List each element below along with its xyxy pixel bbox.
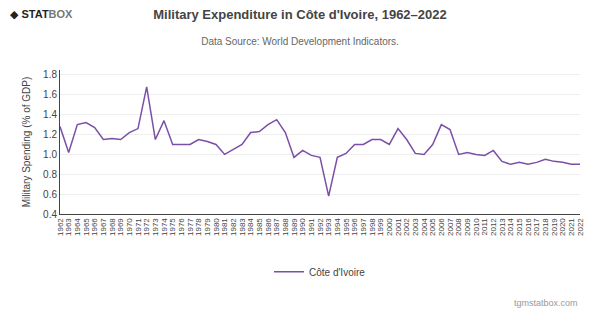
svg-text:Military Expenditure in Côte d: Military Expenditure in Côte d'Ivoire, 1… (153, 7, 447, 22)
svg-text:2022: 2022 (576, 218, 585, 236)
svg-text:1962: 1962 (56, 218, 65, 236)
svg-text:1969: 1969 (116, 218, 125, 236)
svg-text:1966: 1966 (90, 218, 99, 236)
svg-text:2011: 2011 (480, 218, 489, 236)
svg-text:1985: 1985 (255, 218, 264, 236)
svg-text:2021: 2021 (567, 218, 576, 236)
svg-text:1971: 1971 (134, 218, 143, 236)
svg-text:2005: 2005 (428, 218, 437, 236)
svg-text:1973: 1973 (151, 218, 160, 236)
svg-text:Data Source: World Development: Data Source: World Development Indicator… (201, 36, 399, 47)
svg-text:1964: 1964 (73, 218, 82, 236)
svg-text:1967: 1967 (99, 218, 108, 236)
svg-text:1968: 1968 (108, 218, 117, 236)
svg-text:1986: 1986 (264, 218, 273, 236)
svg-text:1.0: 1.0 (43, 149, 57, 160)
svg-text:2017: 2017 (532, 218, 541, 236)
svg-text:2008: 2008 (454, 218, 463, 236)
svg-text:tgmstatbox.com: tgmstatbox.com (514, 298, 578, 308)
svg-text:1.8: 1.8 (43, 69, 57, 80)
svg-text:2015: 2015 (515, 218, 524, 236)
svg-text:1982: 1982 (229, 218, 238, 236)
svg-text:2009: 2009 (463, 218, 472, 236)
svg-text:1995: 1995 (342, 218, 351, 236)
svg-text:1984: 1984 (246, 218, 255, 236)
svg-text:1978: 1978 (194, 218, 203, 236)
svg-text:1981: 1981 (220, 218, 229, 236)
svg-text:2006: 2006 (437, 218, 446, 236)
svg-text:Côte d'Ivoire: Côte d'Ivoire (309, 267, 365, 278)
svg-text:1976: 1976 (177, 218, 186, 236)
svg-text:2010: 2010 (472, 218, 481, 236)
svg-text:1974: 1974 (160, 218, 169, 236)
svg-text:1983: 1983 (238, 218, 247, 236)
svg-text:2012: 2012 (489, 218, 498, 236)
svg-text:0.6: 0.6 (43, 189, 57, 200)
svg-text:1993: 1993 (324, 218, 333, 236)
svg-text:2003: 2003 (411, 218, 420, 236)
svg-text:1999: 1999 (376, 218, 385, 236)
svg-text:1.6: 1.6 (43, 89, 57, 100)
svg-text:2014: 2014 (506, 218, 515, 236)
svg-text:◆ STATBOX: ◆ STATBOX (10, 8, 73, 20)
svg-text:2013: 2013 (498, 218, 507, 236)
svg-text:0.8: 0.8 (43, 169, 57, 180)
svg-text:1992: 1992 (316, 218, 325, 236)
svg-text:2020: 2020 (558, 218, 567, 236)
svg-text:1.2: 1.2 (43, 129, 57, 140)
svg-text:1998: 1998 (368, 218, 377, 236)
svg-text:2016: 2016 (524, 218, 533, 236)
svg-text:1975: 1975 (168, 218, 177, 236)
svg-text:1970: 1970 (125, 218, 134, 236)
svg-text:1979: 1979 (203, 218, 212, 236)
svg-text:1.4: 1.4 (43, 109, 57, 120)
svg-text:1996: 1996 (350, 218, 359, 236)
svg-text:Military Spending (% of GDP): Military Spending (% of GDP) (21, 77, 32, 208)
svg-text:0.4: 0.4 (43, 209, 57, 220)
svg-text:1989: 1989 (290, 218, 299, 236)
svg-text:1965: 1965 (82, 218, 91, 236)
svg-text:2001: 2001 (394, 218, 403, 236)
svg-text:2000: 2000 (385, 218, 394, 236)
svg-text:1988: 1988 (281, 218, 290, 236)
svg-text:1990: 1990 (298, 218, 307, 236)
svg-text:1963: 1963 (64, 218, 73, 236)
svg-text:2007: 2007 (446, 218, 455, 236)
svg-text:2002: 2002 (402, 218, 411, 236)
svg-text:1997: 1997 (359, 218, 368, 236)
svg-text:1977: 1977 (186, 218, 195, 236)
svg-text:2018: 2018 (541, 218, 550, 236)
svg-text:1980: 1980 (212, 218, 221, 236)
svg-text:2019: 2019 (550, 218, 559, 236)
svg-text:2004: 2004 (420, 218, 429, 236)
svg-text:1991: 1991 (307, 218, 316, 236)
svg-text:1994: 1994 (333, 218, 342, 236)
svg-text:1987: 1987 (272, 218, 281, 236)
svg-text:1972: 1972 (142, 218, 151, 236)
